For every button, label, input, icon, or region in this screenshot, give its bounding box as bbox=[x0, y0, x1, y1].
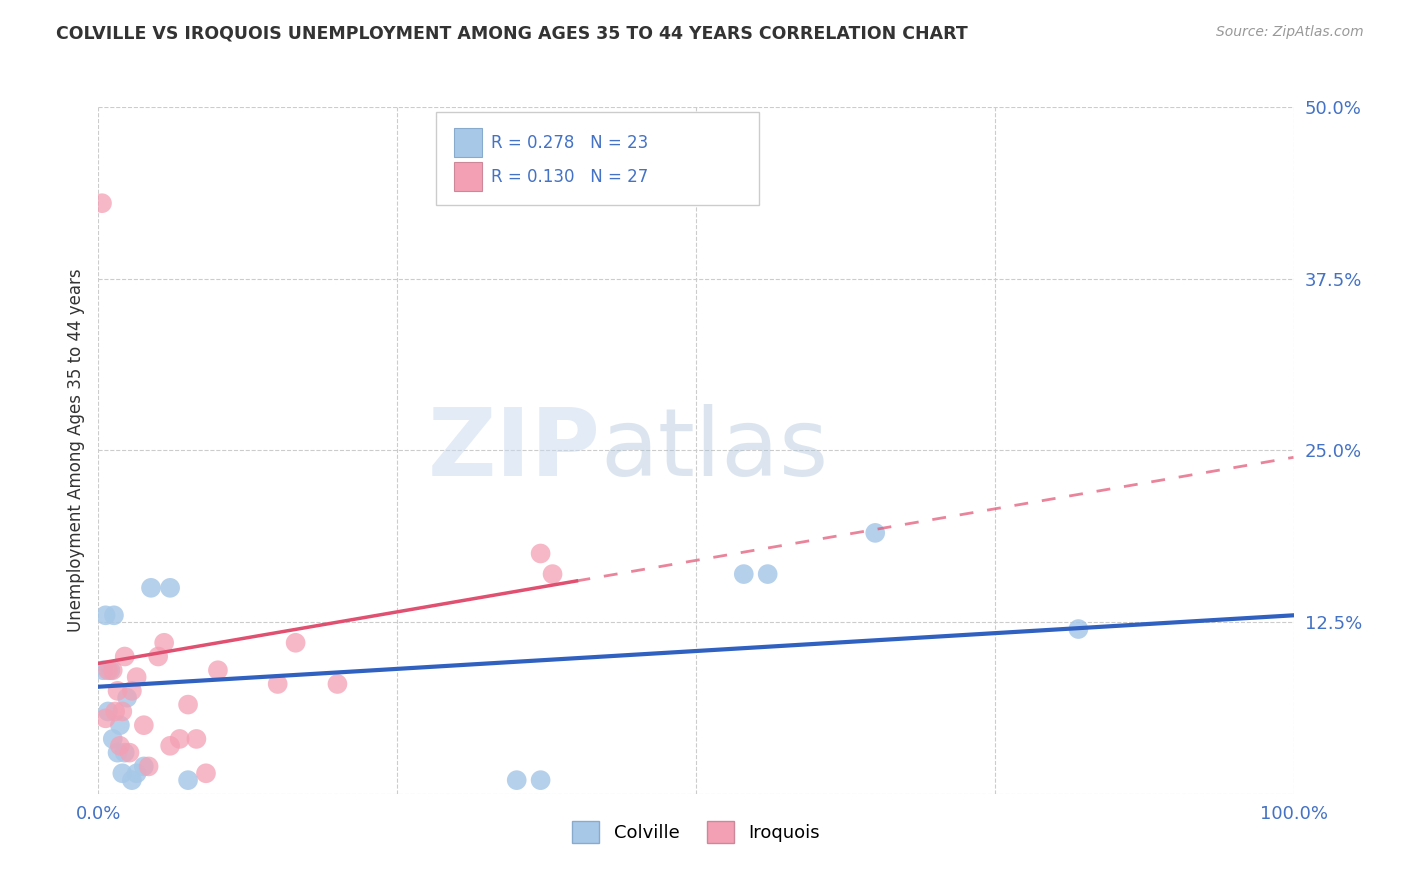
Point bbox=[139, 581, 162, 595]
Point bbox=[94, 608, 117, 623]
Point bbox=[104, 705, 127, 719]
Point bbox=[326, 677, 349, 691]
Point bbox=[541, 567, 564, 582]
Point bbox=[114, 746, 136, 760]
Point bbox=[506, 773, 529, 788]
Text: ZIP: ZIP bbox=[427, 404, 600, 497]
Point bbox=[284, 636, 307, 650]
Point bbox=[865, 525, 887, 540]
Point bbox=[107, 746, 129, 760]
Point bbox=[121, 683, 143, 698]
Point bbox=[756, 567, 779, 582]
Point bbox=[121, 773, 143, 788]
Point bbox=[111, 766, 134, 780]
Text: atlas: atlas bbox=[600, 404, 828, 497]
Point bbox=[98, 663, 122, 677]
Point bbox=[177, 698, 200, 712]
Point bbox=[1067, 622, 1090, 636]
Point bbox=[267, 677, 290, 691]
Point bbox=[101, 663, 124, 677]
Point bbox=[153, 636, 176, 650]
Point bbox=[169, 731, 191, 746]
Point bbox=[733, 567, 755, 582]
Text: COLVILLE VS IROQUOIS UNEMPLOYMENT AMONG AGES 35 TO 44 YEARS CORRELATION CHART: COLVILLE VS IROQUOIS UNEMPLOYMENT AMONG … bbox=[56, 25, 967, 43]
Text: R = 0.278   N = 23: R = 0.278 N = 23 bbox=[491, 134, 648, 152]
Point bbox=[91, 196, 114, 211]
Point bbox=[115, 690, 138, 705]
Text: Source: ZipAtlas.com: Source: ZipAtlas.com bbox=[1216, 25, 1364, 39]
Point bbox=[111, 705, 134, 719]
Point bbox=[530, 773, 553, 788]
Point bbox=[125, 766, 148, 780]
Point bbox=[108, 739, 131, 753]
Point bbox=[91, 663, 114, 677]
Point bbox=[107, 683, 129, 698]
Point bbox=[97, 705, 120, 719]
Point bbox=[186, 731, 208, 746]
Point bbox=[207, 663, 229, 677]
Point bbox=[177, 773, 200, 788]
Point bbox=[94, 711, 117, 725]
Y-axis label: Unemployment Among Ages 35 to 44 years: Unemployment Among Ages 35 to 44 years bbox=[66, 268, 84, 632]
Point bbox=[159, 581, 181, 595]
Point bbox=[114, 649, 136, 664]
Point bbox=[138, 759, 160, 773]
Point bbox=[97, 663, 120, 677]
Point bbox=[132, 718, 155, 732]
Point bbox=[159, 739, 181, 753]
Point bbox=[118, 746, 141, 760]
Point bbox=[132, 759, 155, 773]
Point bbox=[125, 670, 148, 684]
Point bbox=[148, 649, 170, 664]
Point bbox=[103, 608, 125, 623]
Legend: Colville, Iroquois: Colville, Iroquois bbox=[565, 814, 827, 850]
Point bbox=[530, 546, 553, 561]
Point bbox=[108, 718, 131, 732]
Point bbox=[195, 766, 218, 780]
Text: R = 0.130   N = 27: R = 0.130 N = 27 bbox=[491, 168, 648, 186]
Point bbox=[101, 731, 124, 746]
